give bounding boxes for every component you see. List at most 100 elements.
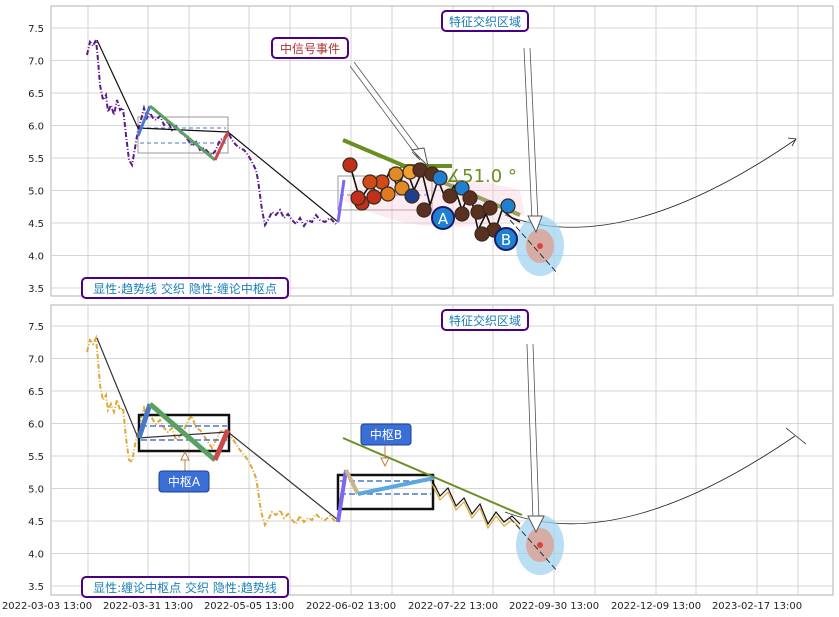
x-tick-label: 2022-12-09 13:00 — [611, 601, 701, 612]
top-trend-line — [96, 39, 339, 223]
bottom-leg-purple — [336, 469, 348, 523]
marker-b-label: B — [501, 231, 511, 249]
x-tick-label: 2022-09-30 13:00 — [509, 601, 599, 612]
y-tick-label: 6.5 — [28, 89, 44, 100]
y-tick-label: 6.5 — [28, 387, 44, 398]
bottom-zigzag-shadow — [431, 483, 521, 530]
y-tick-label: 7.0 — [28, 355, 44, 366]
pivot-a-label-text: 中枢A — [168, 474, 201, 489]
top-legend-text: 显性:趋势线 交织 隐性:缠论中枢点 — [93, 281, 277, 296]
top-panel-plot: A B ∡51.0 ° — [86, 36, 797, 276]
y-tick-label: 7.0 — [28, 57, 44, 68]
signal-marker — [432, 170, 448, 186]
pivot-b-label-text: 中枢B — [370, 427, 402, 442]
signal-marker — [474, 226, 490, 242]
bottom-leg-blue — [136, 403, 153, 439]
top-leg-red — [213, 131, 230, 161]
bottom-leg-red — [212, 429, 231, 461]
top-leg-blue — [136, 105, 152, 137]
y-tick-label: 4.0 — [28, 252, 44, 263]
bottom-leg-green — [148, 402, 217, 462]
x-tick-label: 2022-03-03 13:00 — [2, 601, 92, 612]
top-event-arrow — [349, 61, 425, 161]
y-tick-label: 5.0 — [28, 187, 44, 198]
bottom-leg-lightblue — [357, 476, 435, 496]
bottom-zigzag-line — [431, 479, 521, 526]
x-tick-label: 2022-07-22 13:00 — [408, 601, 498, 612]
y-tick-label: 4.5 — [28, 219, 44, 230]
pivot-a-pointer-head — [180, 450, 190, 461]
top-region-arrow — [523, 47, 539, 221]
bottom-highlight-dash — [509, 517, 559, 573]
top-event-callout: 中信号事件 — [271, 37, 349, 59]
signal-marker — [416, 202, 432, 218]
y-tick-label: 4.5 — [28, 517, 44, 528]
bottom-reference-tail — [785, 427, 807, 445]
signal-marker — [442, 188, 458, 204]
signal-marker — [394, 180, 410, 196]
bottom-leg-tan — [344, 469, 360, 495]
signal-marker — [454, 206, 470, 222]
angle-label: ∡51.0 ° — [446, 166, 517, 187]
top-highlight-dot — [537, 243, 543, 249]
x-axis: 2022-03-03 13:00 2022-03-31 13:00 2022-05-… — [2, 601, 802, 612]
signal-marker — [380, 186, 396, 202]
signal-marker — [500, 198, 516, 214]
y-tick-label: 7.5 — [28, 24, 44, 35]
bottom-region-callout: 特征交织区域 — [441, 309, 529, 331]
signal-marker — [404, 188, 420, 204]
signal-marker — [462, 190, 478, 206]
pivot-a-label: 中枢A — [158, 470, 210, 493]
top-y-axis: 7.5 7.0 6.5 6.0 5.5 5.0 4.5 4.0 3.5 — [28, 24, 44, 295]
top-event-callout-text: 中信号事件 — [280, 41, 340, 56]
y-tick-label: 5.5 — [28, 452, 44, 463]
signal-marker — [342, 157, 358, 173]
top-reference-arrowhead — [787, 137, 797, 147]
y-tick-label: 3.5 — [28, 582, 44, 593]
signal-marker — [366, 189, 382, 205]
y-tick-label: 5.5 — [28, 154, 44, 165]
y-tick-label: 3.5 — [28, 284, 44, 295]
bottom-legend-text: 显性:缠论中枢点 交织 隐性:趋势线 — [93, 580, 277, 595]
x-tick-label: 2022-03-31 13:00 — [103, 601, 193, 612]
top-panel-frame — [50, 5, 834, 297]
y-tick-label: 5.0 — [28, 485, 44, 496]
top-highlight-dash — [509, 219, 559, 275]
bottom-region-arrow-head — [527, 515, 545, 534]
top-region-callout: 特征交织区域 — [441, 10, 529, 32]
y-tick-label: 6.0 — [28, 420, 44, 431]
bottom-region-arrow — [526, 343, 540, 521]
bottom-region-callout-text: 特征交织区域 — [449, 313, 521, 328]
bottom-legend: 显性:缠论中枢点 交织 隐性:趋势线 — [81, 576, 289, 598]
bottom-y-axis: 7.5 7.0 6.5 6.0 5.5 5.0 4.5 4.0 3.5 — [28, 322, 44, 593]
bottom-green-trend — [342, 437, 523, 516]
top-legend: 显性:趋势线 交织 隐性:缠论中枢点 — [81, 277, 289, 299]
top-signal-markers — [342, 157, 516, 242]
bottom-highlight-dot — [537, 542, 543, 548]
x-tick-label: 2022-06-02 13:00 — [306, 601, 396, 612]
pivot-b-label: 中枢B — [360, 423, 412, 446]
signal-marker — [388, 166, 404, 182]
top-region-arrow-head — [527, 215, 543, 234]
signal-marker — [350, 190, 366, 206]
bottom-panel-plot — [86, 334, 807, 575]
x-tick-label: 2023-02-17 13:00 — [712, 601, 802, 612]
marker-a-label: A — [438, 210, 449, 228]
top-region-callout-text: 特征交织区域 — [449, 14, 521, 29]
y-tick-label: 4.0 — [28, 550, 44, 561]
bottom-price-series — [86, 334, 337, 528]
top-leg-green — [149, 104, 216, 162]
x-tick-label: 2022-05-05 13:00 — [204, 601, 294, 612]
bottom-pivot-box-b — [336, 473, 435, 511]
y-tick-label: 6.0 — [28, 122, 44, 133]
signal-marker — [482, 200, 498, 216]
top-price-series — [86, 36, 337, 228]
pivot-b-pointer-head — [380, 457, 390, 468]
marker-b — [494, 227, 518, 251]
signal-marker — [454, 180, 470, 196]
top-leg-purple — [336, 179, 346, 223]
signal-marker — [362, 174, 378, 190]
y-tick-label: 7.5 — [28, 322, 44, 333]
top-event-arrow-head — [410, 147, 429, 168]
